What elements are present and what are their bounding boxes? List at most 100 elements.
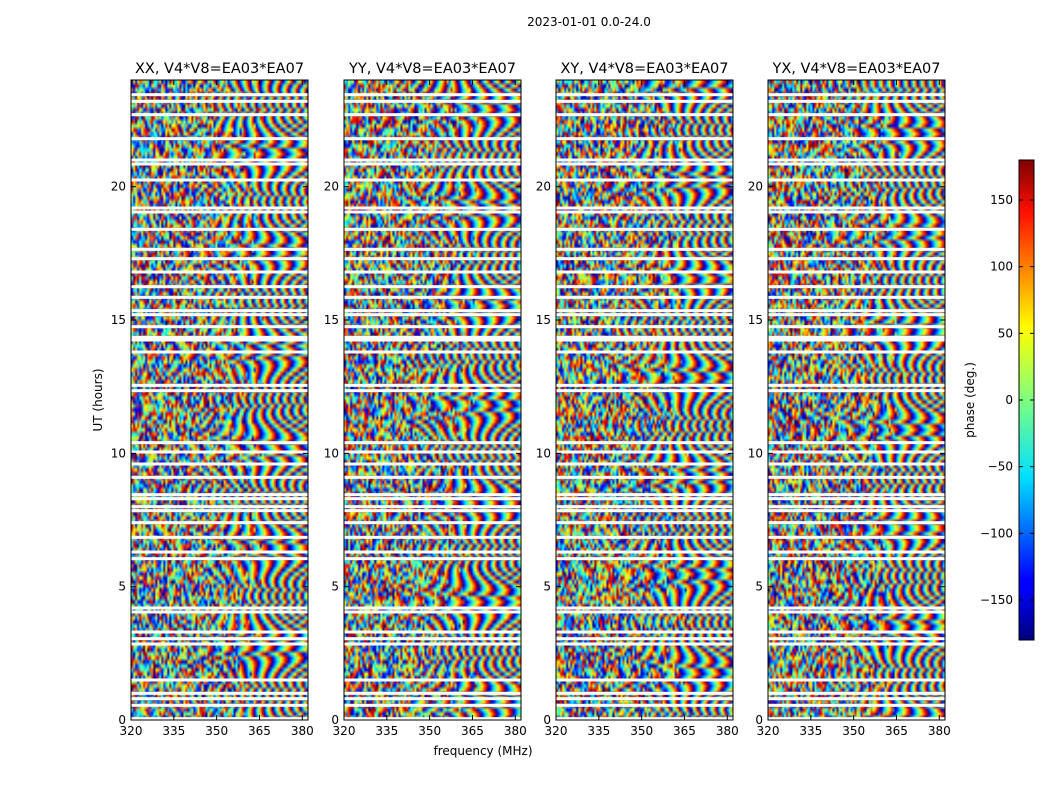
flagged-row [768, 505, 945, 509]
phase-heatmap [556, 80, 733, 720]
flagged-row [556, 509, 733, 513]
flagged-row [768, 99, 945, 103]
flagged-row [344, 697, 521, 701]
y-tick-label: 20 [536, 180, 551, 194]
flagged-row [131, 285, 308, 289]
flagged-row [768, 606, 945, 610]
flagged-row [131, 247, 308, 251]
colorbar-tick-label: 100 [990, 260, 1013, 274]
flagged-row [556, 285, 733, 289]
flagged-row [556, 717, 733, 721]
flagged-row [768, 642, 945, 646]
flagged-row [556, 557, 733, 561]
flagged-row [131, 606, 308, 610]
colorbar-tick-label: −150 [980, 593, 1013, 607]
flagged-row [768, 703, 945, 707]
flagged-row [768, 295, 945, 299]
flagged-row [768, 178, 945, 182]
flagged-row [768, 475, 945, 479]
flagged-row [344, 606, 521, 610]
flagged-row [131, 313, 308, 317]
flagged-row [131, 678, 308, 682]
flagged-row [556, 637, 733, 641]
colorbar-label: phase (deg.) [963, 362, 977, 438]
flagged-row [344, 703, 521, 707]
panel-xx: XX, V4*V8=EA03*EA07 320 335 350 365 380 0 5 10 15… [111, 61, 314, 738]
x-tick-label: 335 [375, 724, 398, 738]
flagged-row [556, 521, 733, 525]
flagged-row [556, 338, 733, 342]
x-tick-label: 350 [630, 724, 653, 738]
flagged-row [556, 309, 733, 313]
flagged-row [344, 335, 521, 339]
flagged-row [344, 691, 521, 695]
flagged-row [131, 383, 308, 387]
flagged-row [556, 697, 733, 701]
suptitle: 2023-01-01 0.0-24.0 [527, 15, 651, 29]
flagged-row [344, 257, 521, 261]
flagged-row [344, 309, 521, 313]
flagged-row [131, 535, 308, 539]
flagged-row [344, 313, 521, 317]
y-tick-label: 15 [536, 313, 551, 327]
panel-title: YX, V4*V8=EA03*EA07 [771, 61, 940, 77]
flagged-row [768, 137, 945, 141]
y-tick-label: 15 [111, 313, 126, 327]
flagged-row [768, 678, 945, 682]
y-tick-label: 15 [324, 313, 339, 327]
flagged-row [556, 270, 733, 274]
flagged-row [131, 137, 308, 141]
panel-frame [767, 79, 946, 721]
flagged-row [131, 691, 308, 695]
flagged-row [556, 441, 733, 445]
flagged-row [344, 206, 521, 210]
x-tick-label: 320 [757, 724, 780, 738]
flagged-row [556, 610, 733, 614]
flagged-row [556, 295, 733, 299]
flagged-row [556, 691, 733, 695]
flagged-row [131, 697, 308, 701]
x-tick-label: 380 [504, 724, 527, 738]
y-tick-label: 5 [331, 580, 339, 594]
flagged-row [344, 383, 521, 387]
x-tick-label: 320 [120, 724, 143, 738]
x-tick-label: 335 [587, 724, 610, 738]
flagged-row [556, 137, 733, 141]
flagged-row [556, 247, 733, 251]
colorbar: −150 −100 −50 0 50 100 150 phase (deg.) [963, 159, 1035, 641]
x-tick-label: 365 [248, 724, 271, 738]
flagged-row [556, 606, 733, 610]
flagged-row [131, 550, 308, 554]
flagged-row [344, 162, 521, 166]
flagged-row [344, 509, 521, 513]
flagged-row [556, 93, 733, 97]
y-axis-label: UT (hours) [91, 368, 105, 431]
y-tick-label: 10 [536, 446, 551, 460]
x-tick-label: 365 [673, 724, 696, 738]
flagged-row [344, 441, 521, 445]
flagged-row [344, 493, 521, 497]
flagged-row [556, 206, 733, 210]
y-tick-label: 10 [324, 446, 339, 460]
flagged-row [344, 178, 521, 182]
flagged-row [344, 450, 521, 454]
y-tick-label: 0 [755, 713, 763, 727]
flagged-row [131, 309, 308, 313]
flagged-row [344, 325, 521, 329]
flagged-row [768, 637, 945, 641]
flagged-row [131, 162, 308, 166]
flagged-row [131, 99, 308, 103]
flagged-row [768, 227, 945, 231]
flagged-row [556, 113, 733, 117]
panel-title: XX, V4*V8=EA03*EA07 [135, 61, 304, 77]
phase-heatmap [344, 80, 521, 720]
flagged-row [131, 389, 308, 393]
flagged-row [131, 450, 308, 454]
y-tick-label: 20 [324, 180, 339, 194]
flagged-row [768, 610, 945, 614]
flagged-row [344, 678, 521, 682]
flagged-row [768, 697, 945, 701]
flagged-row [344, 475, 521, 479]
flagged-row [768, 206, 945, 210]
